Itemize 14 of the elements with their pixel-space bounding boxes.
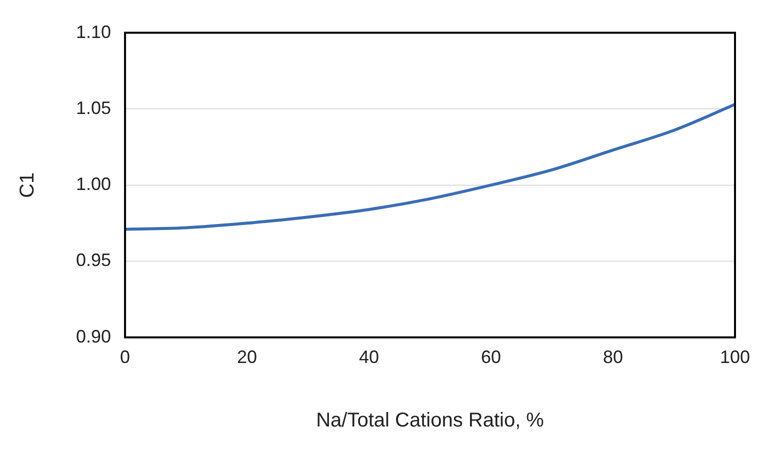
y-tick-label: 1.10 [76,22,112,42]
x-tick-label: 20 [237,347,258,368]
x-tick-label: 0 [120,347,130,368]
y-axis-title: C1 [16,172,39,198]
x-tick-label: 80 [602,347,624,368]
y-tick-label: 1.00 [76,174,112,194]
x-tick-label: 40 [359,347,380,368]
x-tick-label: 60 [481,347,502,368]
line-series [125,102,735,231]
y-tick-label: 1.05 [76,98,112,118]
y-tick-label: 0.90 [76,326,112,346]
x-axis-title: Na/Total Cations Ratio, % [316,410,544,432]
x-tick-label: 100 [720,347,750,368]
y-tick-label: 0.95 [76,250,112,270]
